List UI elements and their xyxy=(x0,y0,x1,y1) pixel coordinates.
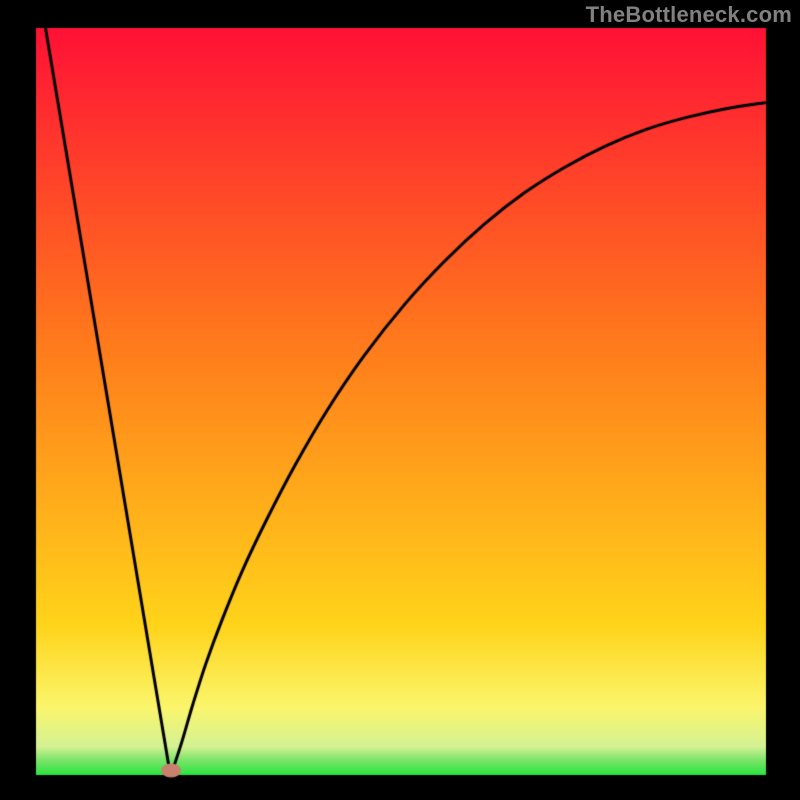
bottleneck-chart xyxy=(0,0,800,800)
watermark-text: TheBottleneck.com xyxy=(586,2,792,28)
